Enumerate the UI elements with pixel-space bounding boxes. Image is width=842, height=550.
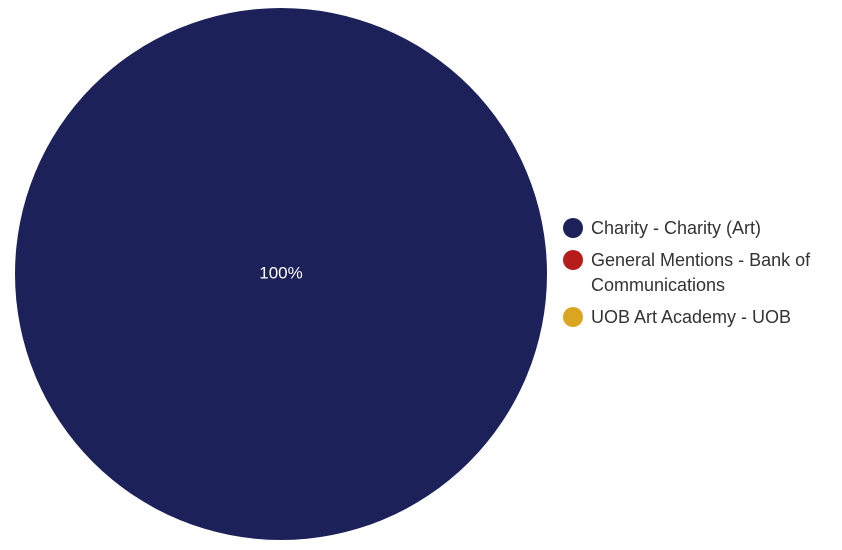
legend-item-uob-art-academy[interactable]: UOB Art Academy - UOB — [563, 305, 839, 330]
legend-item-charity[interactable]: Charity - Charity (Art) — [563, 216, 839, 241]
pie-slice-label-charity-charity-art: 100% — [259, 263, 302, 282]
legend-item-general-mentions[interactable]: General Mentions - Bank of Communication… — [563, 248, 839, 298]
legend-swatch-general-mentions — [563, 250, 583, 270]
pie-slice-charity-charity-art[interactable] — [15, 8, 547, 540]
legend-label-charity: Charity - Charity (Art) — [591, 218, 762, 238]
legend-swatch-uob-art-academy — [563, 307, 583, 327]
legend-label-general-mentions: General Mentions - Bank of Communication… — [591, 250, 811, 295]
legend-swatch-charity — [563, 218, 583, 238]
legend-label-uob-art-academy: UOB Art Academy - UOB — [591, 307, 792, 327]
chart-legend: Charity - Charity (Art) General Mentions… — [563, 216, 839, 337]
